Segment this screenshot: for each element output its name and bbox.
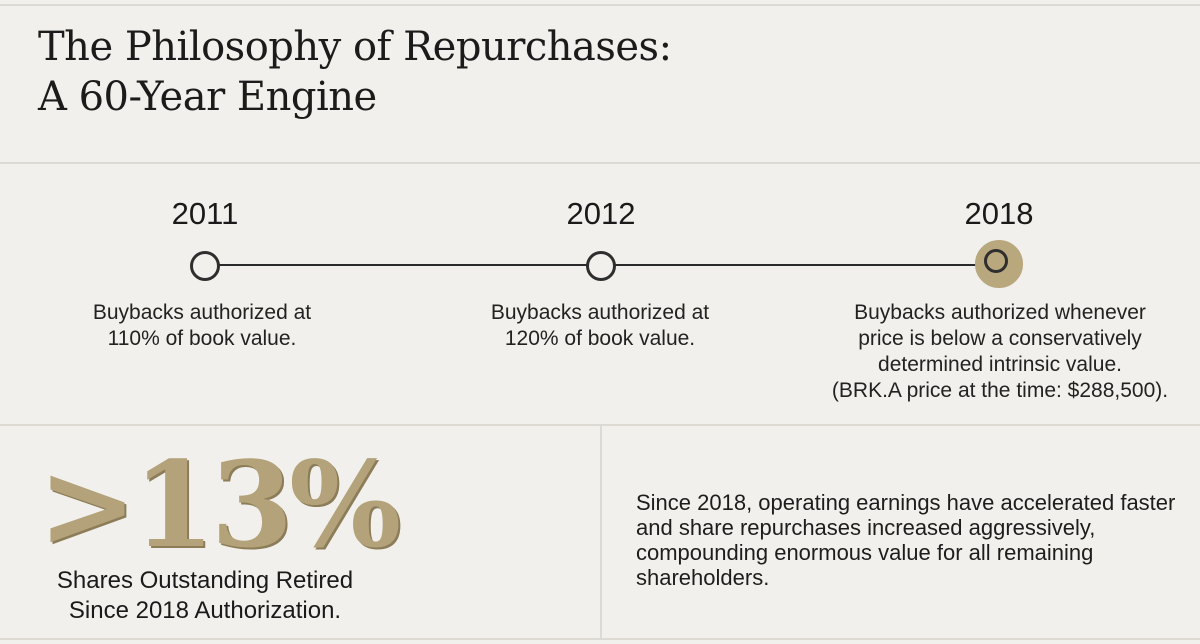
desc-line: 110% of book value. [107, 327, 297, 350]
page-title: The Philosophy of Repurchases: A 60-Year… [38, 22, 672, 122]
desc-line: Buybacks authorized at [92, 301, 312, 324]
desc-line: (BRK.A price at the time: $288,500). [831, 379, 1169, 402]
desc-line: Buybacks authorized whenever [854, 301, 1146, 324]
timeline-desc-2012: Buybacks authorized at 120% of book valu… [420, 300, 780, 352]
timeline-node-2011 [190, 251, 220, 281]
top-border [0, 4, 1200, 6]
timeline-node-2018-active [975, 240, 1023, 288]
stat-label: Shares Outstanding Retired Since 2018 Au… [40, 566, 370, 626]
header-divider [0, 162, 1200, 164]
timeline-year-2011: 2011 [171, 196, 239, 231]
desc-line: 120% of book value. [504, 327, 696, 350]
title-line-1: The Philosophy of Repurchases: [38, 24, 672, 70]
bottom-column-divider [600, 424, 602, 640]
timeline-year-2018: 2018 [964, 196, 1034, 231]
timeline-year-2012: 2012 [566, 196, 636, 231]
timeline-node-2012 [586, 251, 616, 281]
stat-value: >13% [38, 435, 401, 574]
timeline-desc-2011: Buybacks authorized at 110% of book valu… [22, 300, 382, 352]
desc-line: determined intrinsic value. [878, 353, 1122, 376]
desc-line: price is below a conservatively [858, 327, 1142, 350]
title-line-2: A 60-Year Engine [38, 74, 377, 120]
summary-note: Since 2018, operating earnings have acce… [636, 490, 1176, 590]
timeline-desc-2018: Buybacks authorized whenever price is be… [820, 300, 1180, 404]
stat-label-line-2: Since 2018 Authorization. [68, 597, 342, 624]
desc-line: Buybacks authorized at [490, 301, 710, 324]
stat-label-line-1: Shares Outstanding Retired [56, 567, 354, 594]
